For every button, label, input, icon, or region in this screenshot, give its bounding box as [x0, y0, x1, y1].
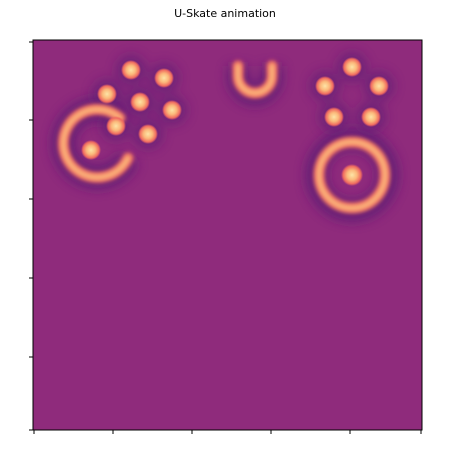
u-glider — [232, 60, 278, 99]
spot — [121, 60, 141, 80]
c-ring-core — [60, 106, 131, 180]
spot — [315, 76, 335, 96]
spot — [361, 107, 381, 127]
figure-title: U-Skate animation — [174, 7, 276, 20]
c-ring-center-spot — [81, 140, 101, 160]
spot — [106, 116, 126, 136]
ring-center-spot — [341, 164, 363, 186]
spot — [130, 92, 150, 112]
pattern-layer — [52, 53, 398, 221]
u-glider-core — [235, 63, 275, 96]
spot — [342, 57, 362, 77]
c-ring-with-spot — [57, 103, 134, 183]
spot — [324, 107, 344, 127]
ring-with-spot — [313, 136, 391, 214]
spot-cluster-left — [97, 60, 182, 144]
y-axis-ticks — [29, 41, 33, 431]
axes-frame — [32, 39, 423, 431]
spot — [138, 124, 158, 144]
spot-cluster-right — [315, 57, 389, 127]
field-background — [33, 40, 422, 430]
spot — [154, 68, 174, 88]
spot — [97, 84, 117, 104]
spot — [369, 76, 389, 96]
x-axis-ticks — [33, 430, 422, 434]
ring-core — [316, 139, 388, 211]
spot — [162, 100, 182, 120]
